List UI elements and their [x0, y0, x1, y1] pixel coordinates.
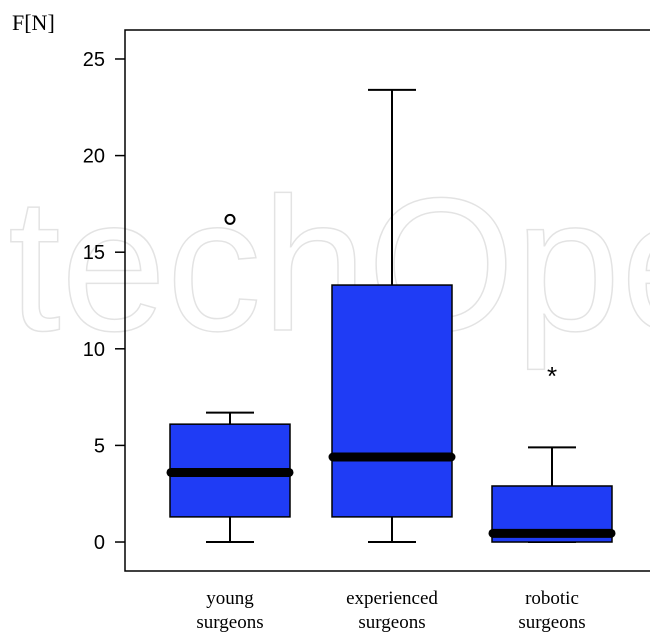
y-tick-label: 10	[83, 339, 105, 361]
outlier-circle	[224, 213, 236, 225]
y-tick-label: 5	[94, 435, 105, 457]
y-tick-label: 15	[83, 242, 105, 264]
x-tick-label: surgeons	[518, 612, 585, 633]
plot-frame	[124, 29, 650, 572]
y-tick-label: 25	[83, 49, 105, 71]
iqr-box	[331, 284, 453, 518]
y-axis-label: F[N]	[12, 10, 55, 35]
y-tick-label: 20	[83, 146, 105, 168]
boxes: *	[166, 88, 616, 544]
x-tick-label: surgeons	[358, 612, 425, 633]
box-experienced	[328, 88, 456, 544]
outlier-star: *	[547, 361, 557, 391]
watermark: techOpen	[8, 159, 650, 371]
box-robotic: *	[488, 361, 616, 544]
y-axis: 0 5 10 15 20 25	[83, 49, 125, 554]
box-young	[166, 213, 294, 544]
x-tick-label: young	[206, 588, 254, 609]
x-tick-label: robotic	[525, 588, 579, 609]
x-axis-labels: young surgeons experienced surgeons robotic s…	[196, 588, 585, 633]
x-tick-label: experienced	[346, 588, 438, 609]
x-tick-label: surgeons	[196, 612, 263, 633]
y-tick-label: 0	[94, 532, 105, 554]
